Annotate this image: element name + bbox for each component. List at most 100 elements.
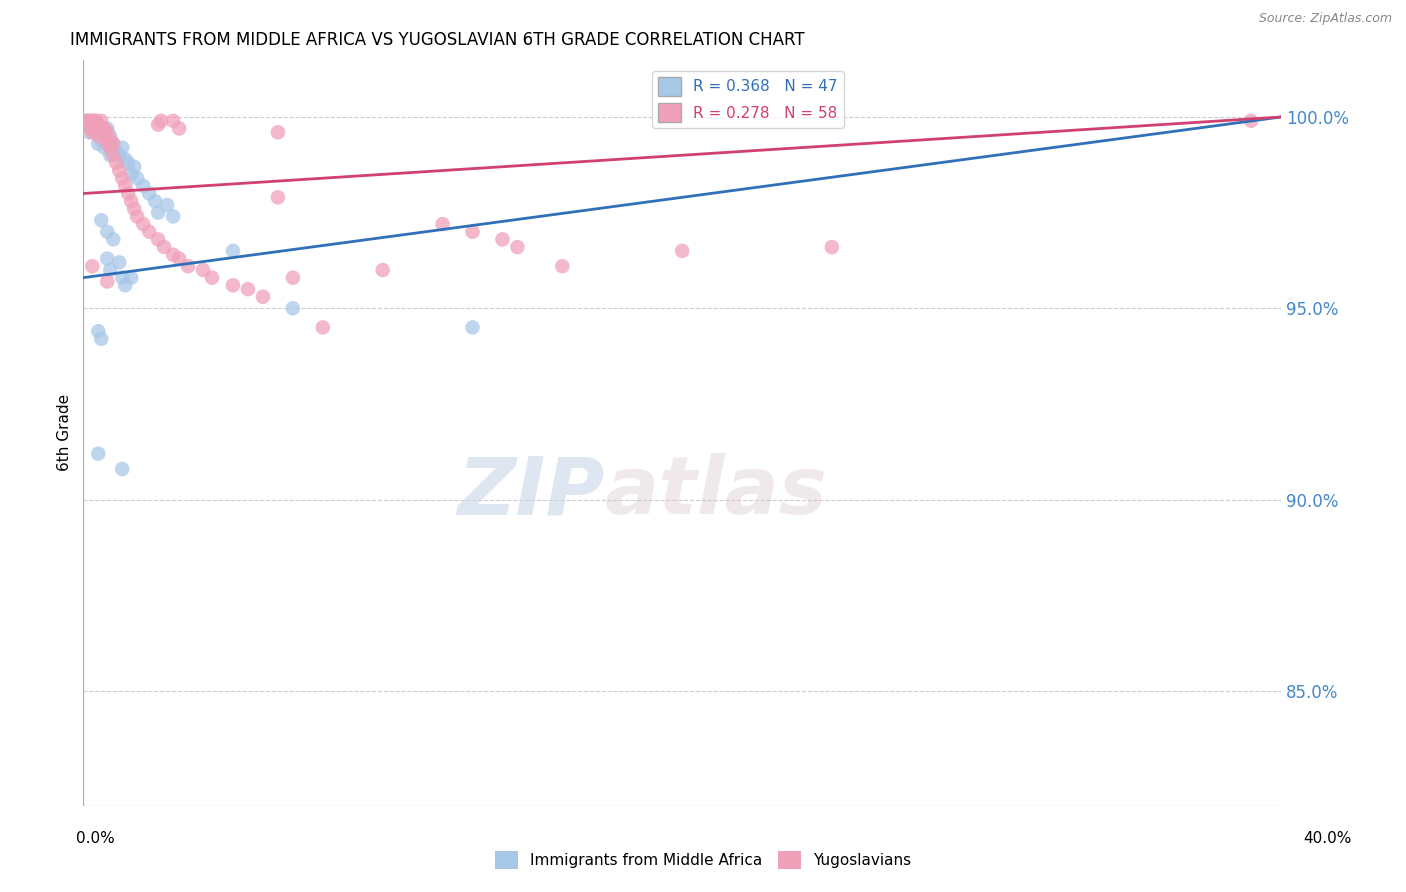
Point — [132, 217, 155, 231]
Text: IMMIGRANTS FROM MIDDLE AFRICA VS YUGOSLAVIAN 6TH GRADE CORRELATION CHART: IMMIGRANTS FROM MIDDLE AFRICA VS YUGOSLA… — [70, 31, 804, 49]
Point — [111, 462, 134, 476]
Point — [103, 148, 125, 162]
Point — [93, 140, 115, 154]
Point — [84, 113, 107, 128]
Point — [84, 113, 107, 128]
Point — [153, 240, 176, 254]
Point — [127, 171, 149, 186]
Text: 40.0%: 40.0% — [1303, 831, 1351, 846]
Point — [150, 113, 173, 128]
Point — [96, 125, 118, 139]
Point — [138, 186, 160, 201]
Point — [122, 202, 145, 216]
Point — [90, 121, 112, 136]
Point — [146, 118, 169, 132]
Point — [281, 270, 304, 285]
Point — [114, 178, 136, 193]
Point — [146, 232, 169, 246]
Point — [162, 248, 184, 262]
Point — [191, 263, 214, 277]
Point — [77, 118, 100, 132]
Point — [96, 121, 118, 136]
Point — [111, 270, 134, 285]
Point — [138, 225, 160, 239]
Point — [98, 129, 121, 144]
Point — [432, 217, 454, 231]
Point — [117, 186, 139, 201]
Point — [162, 210, 184, 224]
Point — [461, 320, 484, 334]
Point — [90, 332, 112, 346]
Point — [108, 163, 131, 178]
Text: atlas: atlas — [605, 453, 827, 532]
Point — [491, 232, 513, 246]
Point — [671, 244, 693, 258]
Point — [127, 210, 149, 224]
Point — [105, 145, 128, 159]
Point — [105, 156, 128, 170]
Point — [93, 121, 115, 136]
Point — [87, 129, 110, 144]
Point — [82, 125, 104, 139]
Point — [312, 320, 335, 334]
Point — [87, 324, 110, 338]
Point — [84, 121, 107, 136]
Point — [84, 125, 107, 139]
Point — [82, 121, 104, 136]
Point — [82, 259, 104, 273]
Point — [90, 113, 112, 128]
Point — [120, 167, 142, 181]
Point — [103, 232, 125, 246]
Point — [162, 113, 184, 128]
Point — [96, 225, 118, 239]
Point — [96, 136, 118, 151]
Point — [506, 240, 529, 254]
Point — [156, 198, 179, 212]
Point — [177, 259, 200, 273]
Point — [371, 263, 394, 277]
Point — [111, 140, 134, 154]
Point — [122, 160, 145, 174]
Point — [77, 121, 100, 136]
Point — [87, 447, 110, 461]
Point — [143, 194, 166, 209]
Point — [281, 301, 304, 316]
Point — [267, 190, 290, 204]
Point — [461, 225, 484, 239]
Point — [93, 129, 115, 144]
Point — [108, 148, 131, 162]
Point — [98, 140, 121, 154]
Text: Source: ZipAtlas.com: Source: ZipAtlas.com — [1258, 12, 1392, 25]
Point — [103, 136, 125, 151]
Point — [87, 118, 110, 132]
Point — [114, 152, 136, 166]
Point — [87, 118, 110, 132]
Point — [77, 113, 100, 128]
Point — [75, 113, 97, 128]
Point — [98, 133, 121, 147]
Point — [82, 113, 104, 128]
Point — [87, 136, 110, 151]
Point — [90, 133, 112, 147]
Point — [96, 252, 118, 266]
Text: 0.0%: 0.0% — [76, 831, 115, 846]
Point — [146, 205, 169, 219]
Point — [117, 156, 139, 170]
Point — [167, 252, 190, 266]
Point — [120, 270, 142, 285]
Point — [93, 125, 115, 139]
Point — [222, 244, 245, 258]
Point — [222, 278, 245, 293]
Text: ZIP: ZIP — [457, 453, 605, 532]
Point — [167, 121, 190, 136]
Point — [551, 259, 574, 273]
Point — [108, 255, 131, 269]
Point — [267, 125, 290, 139]
Point — [96, 275, 118, 289]
Legend: Immigrants from Middle Africa, Yugoslavians: Immigrants from Middle Africa, Yugoslavi… — [489, 845, 917, 875]
Point — [236, 282, 259, 296]
Point — [75, 113, 97, 128]
Point — [98, 148, 121, 162]
Point — [114, 278, 136, 293]
Point — [103, 136, 125, 151]
